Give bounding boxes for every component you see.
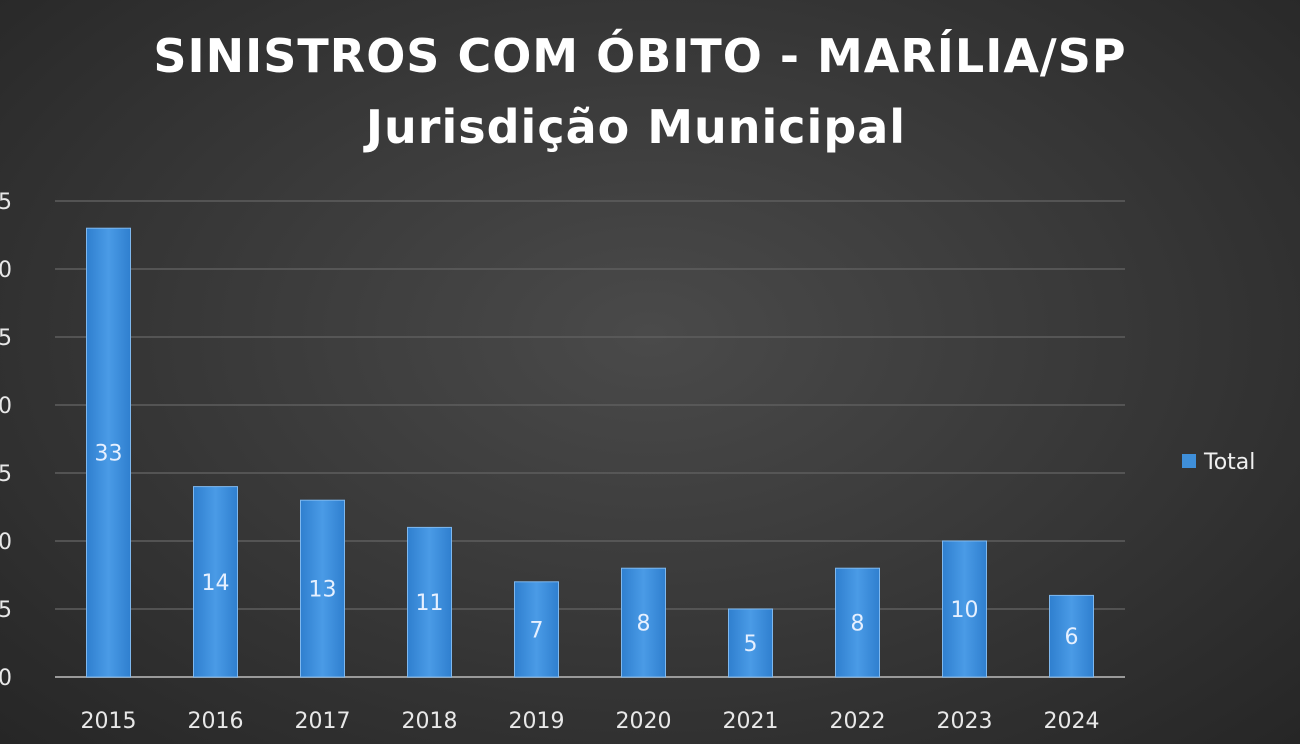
- bar: [86, 227, 131, 678]
- legend-label-total: Total: [1203, 450, 1255, 475]
- bar: [621, 567, 666, 678]
- x-tick-label: 2015: [81, 709, 137, 734]
- y-tick-label: 30: [0, 258, 12, 283]
- bar: [193, 486, 238, 678]
- bars: 33 14 13 11 7 8 5 8 10 6: [86, 227, 1094, 678]
- y-tick-label: 10: [0, 530, 12, 555]
- data-label: 11: [416, 591, 444, 616]
- bar: [407, 526, 452, 678]
- bar: [942, 540, 987, 678]
- x-tick-label: 2018: [402, 709, 458, 734]
- y-tick-label: 35: [0, 190, 12, 215]
- x-tick-label: 2022: [830, 709, 886, 734]
- bar: [300, 499, 345, 678]
- data-label: 8: [637, 612, 651, 637]
- x-tick-label: 2017: [295, 709, 351, 734]
- y-tick-label: 25: [0, 326, 12, 351]
- x-axis-ticks: 2015 2016 2017 2018 2019 2020 2021 2022 2023 2024: [81, 709, 1100, 734]
- bar: [728, 608, 773, 678]
- y-tick-label: 15: [0, 462, 12, 487]
- data-label: 5: [744, 632, 758, 657]
- legend-swatch-total: [1182, 454, 1196, 468]
- x-tick-label: 2019: [509, 709, 565, 734]
- y-tick-label: 0: [0, 666, 12, 691]
- data-label: 33: [95, 442, 123, 467]
- x-tick-label: 2020: [616, 709, 672, 734]
- x-tick-label: 2016: [188, 709, 244, 734]
- chart-subtitle: Jurisdição Municipal: [363, 100, 906, 154]
- x-tick-label: 2021: [723, 709, 779, 734]
- bar: [514, 581, 559, 678]
- bar: [835, 567, 880, 678]
- x-tick-label: 2024: [1044, 709, 1100, 734]
- data-label: 8: [851, 612, 865, 637]
- y-axis-ticks: 0 5 10 15 20 25 30 35: [0, 190, 12, 691]
- bar: [1049, 594, 1094, 678]
- data-label: 10: [951, 598, 979, 623]
- data-label: 6: [1065, 625, 1079, 650]
- data-label: 7: [530, 618, 544, 643]
- y-tick-label: 20: [0, 394, 12, 419]
- data-label: 13: [309, 578, 337, 603]
- y-tick-label: 5: [0, 598, 12, 623]
- data-label: 14: [202, 571, 230, 596]
- legend: Total: [1182, 450, 1255, 475]
- chart-title: SINISTROS COM ÓBITO - MARÍLIA/SP: [153, 29, 1126, 83]
- x-tick-label: 2023: [937, 709, 993, 734]
